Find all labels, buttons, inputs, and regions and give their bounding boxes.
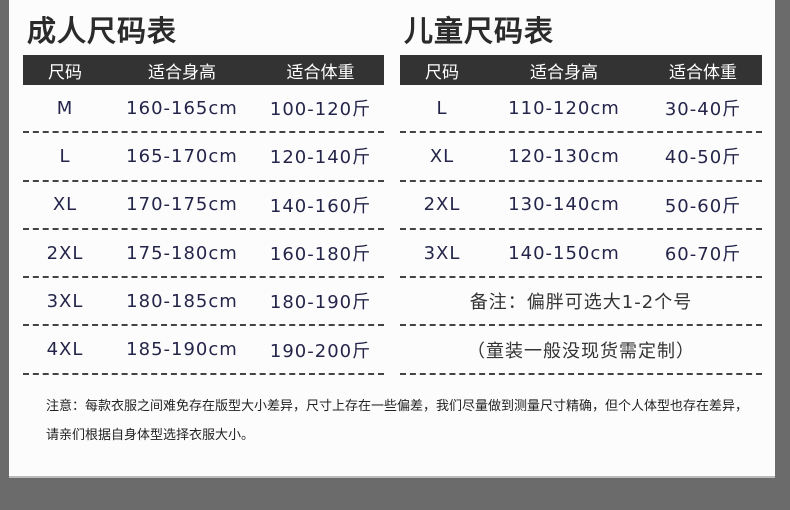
table-row: XL 120-130cm 40-50斤 [400,133,762,182]
table-header: 尺码 适合身高 适合体重 [23,55,384,85]
kids-title: 儿童尺码表 [404,14,555,48]
table-cell: 120-130cm [508,145,620,167]
header-cell: 适合身高 [530,62,598,83]
table-cell: M [56,97,74,119]
table-cell: 190-200斤 [269,340,372,362]
table-cell: 60-70斤 [664,244,742,266]
kids-size-table: 尺码 适合身高 适合体重 L 110-120cm 30-40斤 XL 120-130cm 40-… [400,55,762,375]
table-cell: 110-120cm [508,97,620,119]
table-row: 2XL 175-180cm 160-180斤 [23,230,384,279]
table-cell: 120-140斤 [269,147,372,169]
table-cell: XL [429,145,455,167]
note-row: 备注：偏胖可选大1-2个号 [400,278,762,327]
table-cell: L [59,145,71,167]
table-cell: XL [52,194,78,216]
table-cell: 3XL [423,242,461,264]
table-row: L 165-170cm 120-140斤 [23,133,384,182]
note-text: （童装一般没现货需定制） [467,340,695,362]
header-cell: 适合体重 [286,62,355,83]
table-cell: 180-190斤 [269,292,372,314]
header-cell: 适合体重 [669,62,737,83]
table-cell: 130-140cm [508,194,620,216]
adult-size-table: 尺码 适合身高 适合体重 M 160-165cm 100-120斤 L 165-170cm 12… [23,55,384,375]
table-cell: 40-50斤 [664,147,742,169]
table-cell: 180-185cm [126,290,238,312]
table-cell: 3XL [46,290,84,312]
table-row: L 110-120cm 30-40斤 [400,85,762,134]
table-cell: 50-60斤 [664,195,742,217]
header-cell: 尺码 [48,62,82,83]
table-cell: 175-180cm [126,242,238,264]
note-row: （童装一般没现货需定制） [400,326,762,375]
table-row: M 160-165cm 100-120斤 [23,85,384,134]
table-cell: 165-170cm [126,145,238,167]
table-cell: 4XL [46,339,84,361]
table-cell: 160-165cm [126,97,238,119]
header-cell: 适合身高 [148,62,216,83]
table-cell: 140-150cm [508,242,620,264]
table-row: XL 170-175cm 140-160斤 [23,182,384,230]
table-cell: 140-160斤 [269,195,372,217]
table-cell: 2XL [46,242,84,264]
footer-note: 注意：每款衣服之间难免存在版型大小差异，尺寸上存在一些偏差，我们尽量做到测量尺寸… [46,399,749,443]
table-cell: 100-120斤 [269,99,372,121]
table-row: 3XL 180-185cm 180-190斤 [23,278,384,327]
table-cell: 160-180斤 [269,244,372,266]
table-cell: 185-190cm [126,339,238,361]
table-cell: L [436,97,448,119]
table-cell: 170-175cm [126,194,238,216]
header-cell: 尺码 [425,62,459,83]
table-cell: 2XL [423,194,461,216]
table-row: 4XL 185-190cm 190-200斤 [23,326,384,375]
table-row: 3XL 140-150cm 60-70斤 [400,230,762,279]
adult-title: 成人尺码表 [27,14,178,48]
table-cell: 30-40斤 [664,99,742,121]
table-header: 尺码 适合身高 适合体重 [400,55,762,85]
note-text: 备注：偏胖可选大1-2个号 [469,292,693,314]
table-row: 2XL 130-140cm 50-60斤 [400,182,762,230]
